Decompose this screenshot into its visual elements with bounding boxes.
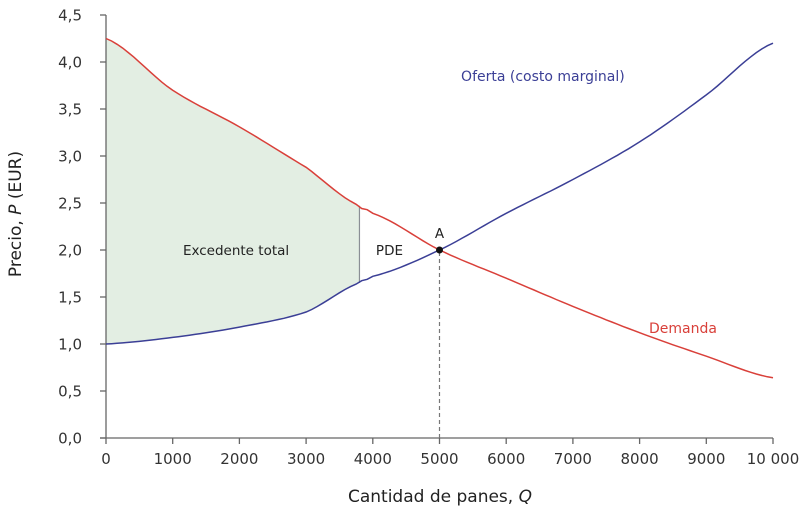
y-axis-title: Precio, P (EUR): [6, 151, 26, 277]
x-tick-label: 1000: [154, 450, 192, 468]
y-tick-label: 1,5: [58, 289, 82, 307]
point-a-label: A: [435, 226, 445, 242]
demand-curve-label: Demanda: [649, 321, 717, 337]
total-surplus-label: Excedente total: [183, 243, 289, 259]
x-axis-title: Cantidad de panes, Q: [348, 487, 532, 507]
y-tick-label: 3,0: [58, 148, 82, 166]
x-tick-label: 8000: [621, 450, 659, 468]
y-tick-label: 1,0: [58, 336, 82, 354]
total-surplus-area: [106, 38, 360, 344]
x-tick-label: 2000: [220, 450, 258, 468]
y-tick-label: 4,0: [58, 54, 82, 72]
supply-curve-label: Oferta (costo marginal): [461, 69, 625, 85]
deadweight-loss-label: PDE: [376, 243, 403, 259]
y-tick-label: 4,5: [58, 7, 82, 25]
x-tick-label: 9000: [687, 450, 725, 468]
x-tick-label: 10 000: [747, 450, 800, 468]
x-tick-label: 7000: [554, 450, 592, 468]
x-tick-label: 0: [101, 450, 111, 468]
reference-lines: [358, 205, 441, 438]
axes: 0,0 0,5 1,0 1,5 2,0 2,5 3,0 3,5 4,0 4,5 0 1000 2000 3…: [58, 7, 799, 469]
x-tick-label: 3000: [287, 450, 325, 468]
x-tick-label: 4000: [354, 450, 392, 468]
x-tick-label: 6000: [487, 450, 525, 468]
shaded-region: [106, 38, 360, 344]
y-tick-label: 2,0: [58, 242, 82, 260]
y-tick-label: 0,5: [58, 383, 82, 401]
equilibrium-point-a: [436, 246, 443, 254]
y-tick-label: 2,5: [58, 195, 82, 213]
x-tick-label: 5000: [420, 450, 458, 468]
y-tick-label: 3,5: [58, 101, 82, 119]
y-tick-label: 0,0: [58, 430, 82, 448]
